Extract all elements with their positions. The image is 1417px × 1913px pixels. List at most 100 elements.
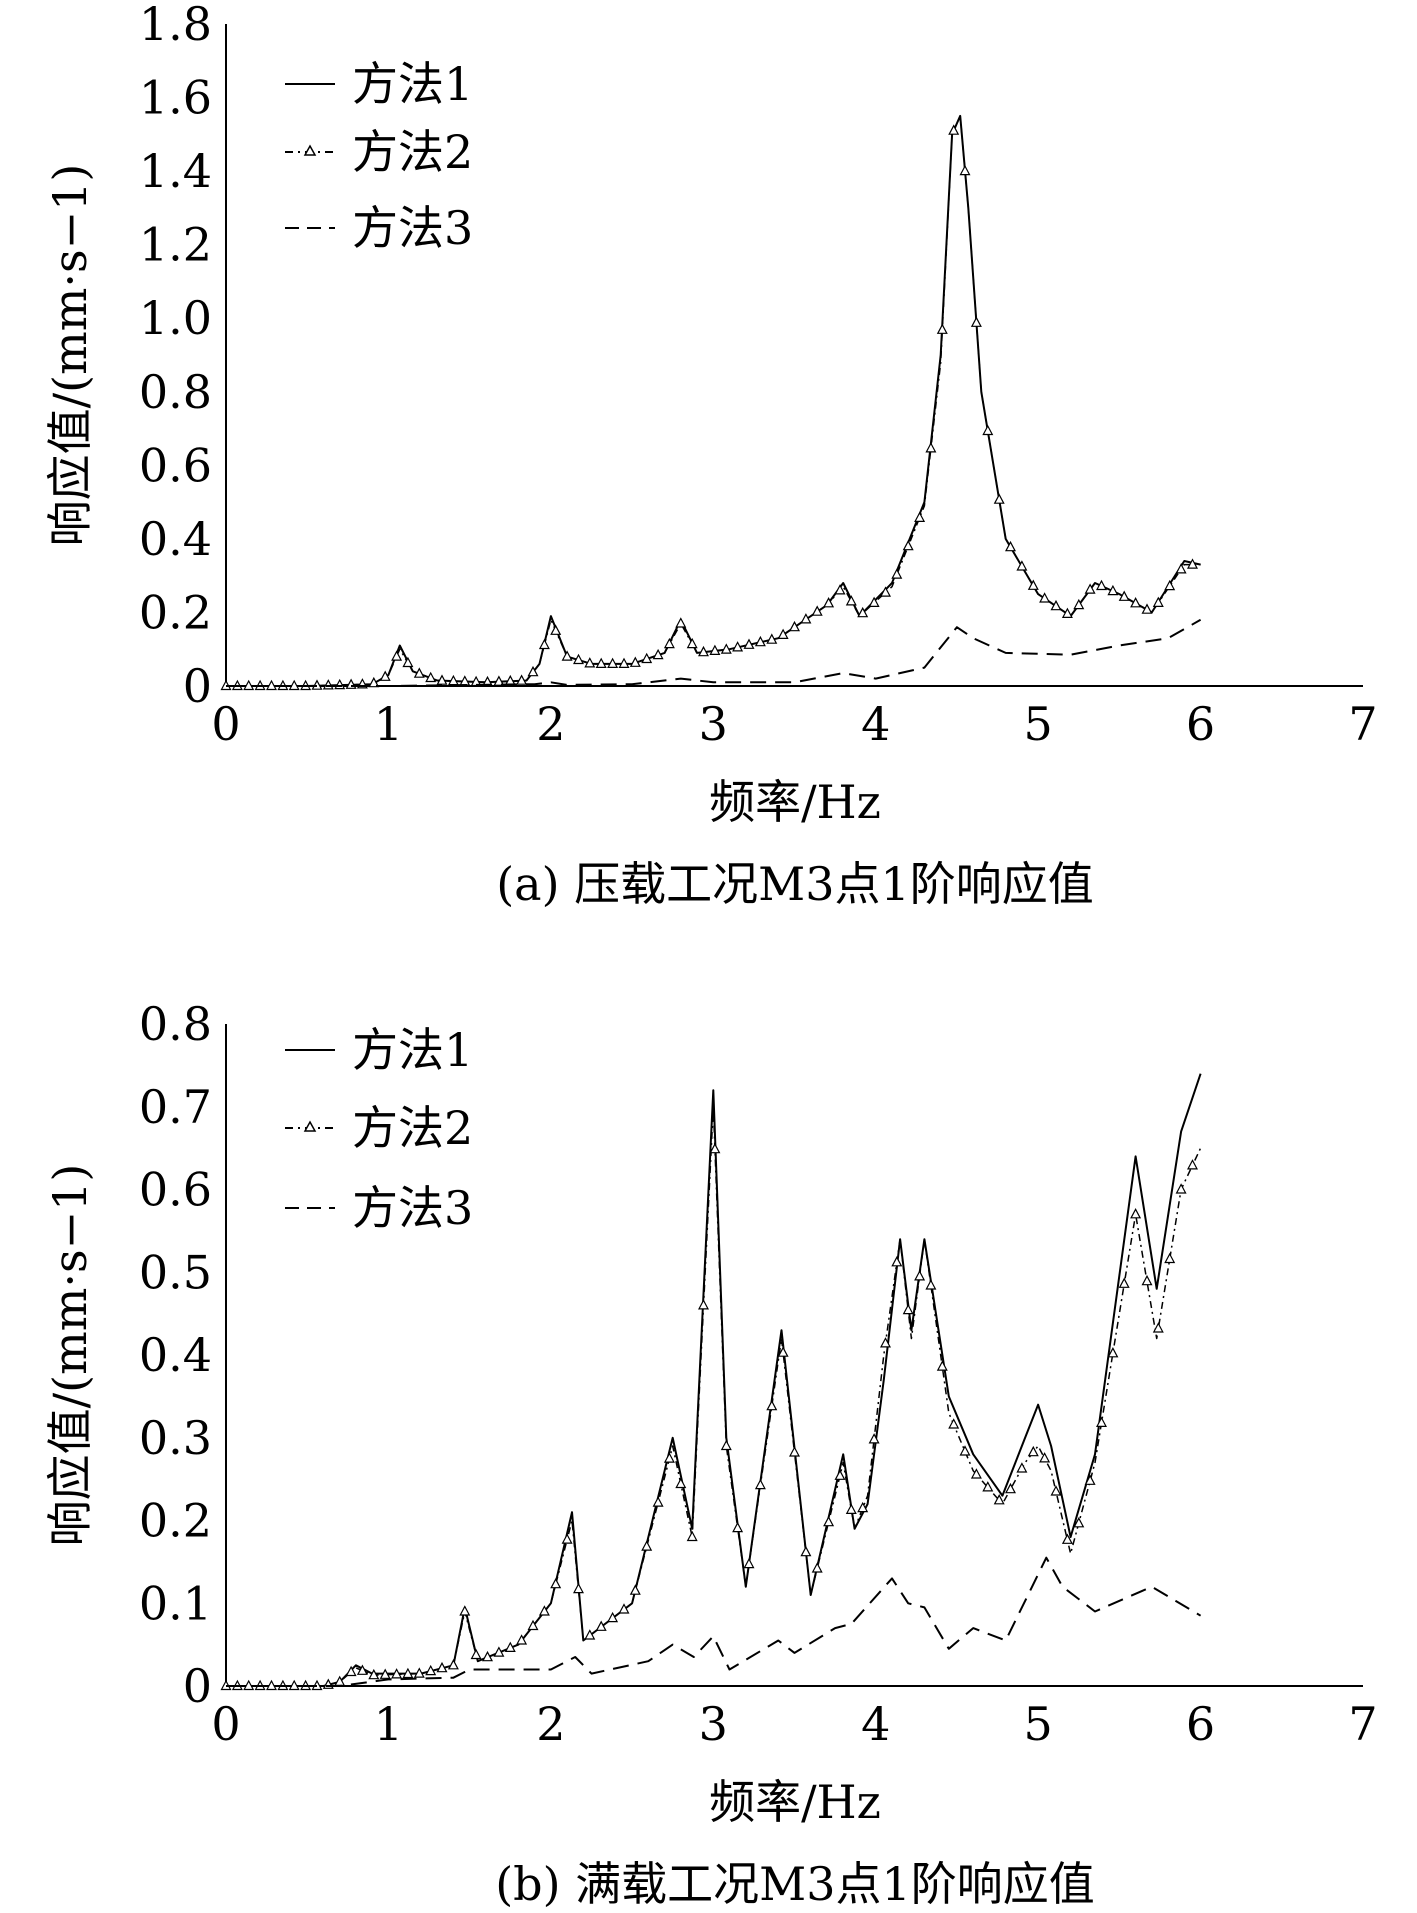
triangle-marker bbox=[1016, 1462, 1028, 1473]
triangle-marker bbox=[675, 617, 687, 628]
triangle-marker bbox=[777, 1346, 789, 1357]
triangle-marker bbox=[379, 670, 391, 681]
triangle-marker bbox=[663, 637, 675, 649]
triangle-marker bbox=[982, 1481, 994, 1492]
x-tick-label: 7 bbox=[1348, 1697, 1377, 1751]
y-tick-label: 0 bbox=[183, 659, 212, 713]
triangle-marker bbox=[1152, 596, 1164, 607]
triangle-marker bbox=[311, 679, 323, 690]
x-tick-label: 2 bbox=[536, 1697, 565, 1751]
x-tick-labels: 0 1 2 3 4 5 6 7 bbox=[211, 697, 1377, 751]
triangle-marker bbox=[618, 657, 630, 668]
triangle-marker bbox=[982, 424, 994, 436]
triangle-marker bbox=[880, 586, 891, 597]
triangle-marker bbox=[550, 1577, 562, 1589]
y-tick-label: 0.2 bbox=[139, 585, 212, 639]
y-tick-label: 1.4 bbox=[139, 144, 212, 198]
triangle-marker bbox=[243, 679, 255, 691]
triangle-marker bbox=[436, 674, 448, 685]
triangle-marker bbox=[345, 1665, 357, 1677]
triangle-marker bbox=[698, 645, 709, 657]
legend-marker-triangle bbox=[303, 144, 317, 156]
triangle-marker bbox=[789, 1446, 800, 1457]
triangle-marker bbox=[777, 628, 789, 639]
triangle-marker bbox=[413, 667, 425, 678]
triangle-marker bbox=[948, 124, 960, 135]
triangle-marker bbox=[527, 665, 539, 677]
triangle-marker bbox=[368, 1668, 380, 1680]
triangle-marker bbox=[891, 568, 903, 579]
x-tick-label: 6 bbox=[1186, 697, 1215, 751]
triangle-marker bbox=[1096, 579, 1107, 591]
triangle-marker bbox=[743, 638, 755, 649]
x-axis-title: 频率/Hz bbox=[709, 1775, 881, 1829]
x-tick-label: 5 bbox=[1024, 1697, 1053, 1751]
y-tick-label: 0 bbox=[183, 1659, 212, 1713]
triangle-marker bbox=[663, 1452, 675, 1463]
triangle-marker bbox=[641, 1540, 653, 1551]
triangle-marker bbox=[1152, 1322, 1164, 1333]
triangle-marker bbox=[1118, 1277, 1130, 1288]
triangle-marker bbox=[914, 1270, 926, 1281]
triangle-marker bbox=[754, 1478, 766, 1490]
triangle-marker bbox=[607, 657, 619, 668]
triangle-marker bbox=[743, 1557, 755, 1569]
legend-label: 方法2 bbox=[352, 125, 473, 179]
chart-b: 0 1 2 3 4 5 6 7 0 0.1 0.2 0.3 0.4 0.5 0.6 0.7 0.8 方法1 方… bbox=[43, 997, 1378, 1911]
triangle-marker bbox=[800, 613, 812, 624]
triangle-marker bbox=[1027, 1445, 1039, 1457]
legend: 方法1 方法2 方法3 bbox=[285, 1023, 473, 1235]
triangle-marker bbox=[1016, 560, 1028, 571]
triangle-marker bbox=[1164, 1252, 1176, 1264]
triangle-marker bbox=[1061, 1533, 1073, 1544]
triangle-marker bbox=[1073, 598, 1085, 610]
triangle-marker bbox=[959, 164, 971, 176]
triangle-marker bbox=[868, 1433, 880, 1444]
y-tick-label: 0.1 bbox=[139, 1576, 212, 1630]
triangle-marker bbox=[925, 1279, 937, 1290]
y-tick-label: 0.3 bbox=[139, 1411, 212, 1465]
triangle-marker bbox=[356, 1664, 368, 1675]
x-tick-label: 3 bbox=[699, 697, 728, 751]
x-tick-label: 4 bbox=[861, 697, 890, 751]
triangle-marker bbox=[527, 1619, 539, 1631]
triangle-marker bbox=[1130, 597, 1142, 608]
triangle-marker bbox=[584, 657, 596, 668]
triangle-marker bbox=[1073, 1517, 1085, 1528]
triangle-marker bbox=[1130, 1208, 1142, 1219]
triangle-marker bbox=[561, 1533, 573, 1544]
triangle-marker bbox=[641, 652, 653, 664]
triangle-marker bbox=[266, 679, 277, 691]
triangle-marker bbox=[857, 606, 869, 618]
triangle-marker bbox=[243, 1679, 255, 1691]
legend-label: 方法1 bbox=[352, 1023, 473, 1077]
triangle-marker bbox=[470, 1648, 482, 1660]
legend-label: 方法2 bbox=[352, 1101, 473, 1155]
triangle-marker bbox=[402, 656, 414, 668]
triangle-marker bbox=[516, 674, 528, 685]
triangle-marker bbox=[1141, 1274, 1153, 1286]
y-tick-label: 1.2 bbox=[139, 218, 212, 272]
triangle-marker bbox=[1050, 1485, 1062, 1496]
x-axis-title: 频率/Hz bbox=[709, 775, 881, 829]
x-tick-label: 1 bbox=[374, 1697, 403, 1751]
triangle-marker bbox=[629, 1584, 641, 1595]
series-line-method3 bbox=[226, 1556, 1202, 1687]
triangle-marker bbox=[573, 1582, 584, 1594]
triangle-marker bbox=[1141, 603, 1153, 614]
triangle-marker bbox=[800, 1545, 812, 1557]
triangle-marker bbox=[493, 675, 505, 686]
triangle-marker bbox=[550, 624, 562, 635]
x-tick-label: 1 bbox=[374, 697, 403, 751]
y-tick-label: 0.6 bbox=[139, 438, 212, 492]
triangle-marker bbox=[732, 1521, 744, 1533]
series-line-method1 bbox=[226, 1073, 1202, 1687]
y-tick-labels: 0 0.1 0.2 0.3 0.4 0.5 0.6 0.7 0.8 bbox=[139, 997, 212, 1713]
triangle-marker bbox=[709, 1142, 721, 1154]
triangle-marker bbox=[425, 671, 437, 683]
triangle-marker bbox=[493, 1646, 505, 1657]
triangle-marker bbox=[595, 1620, 607, 1631]
triangle-marker bbox=[834, 1469, 846, 1480]
triangle-marker bbox=[482, 1650, 493, 1662]
